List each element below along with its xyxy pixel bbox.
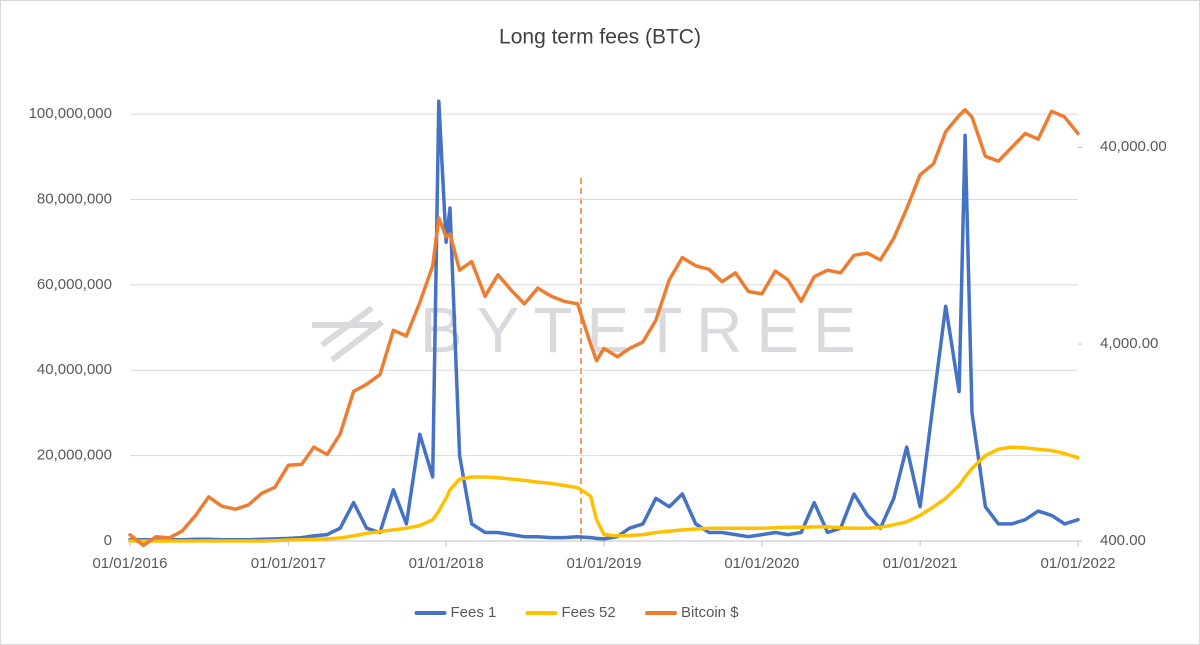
- y-tick-label: 60,000,000: [37, 276, 112, 293]
- watermark-logo: [312, 305, 384, 363]
- y2-tick-label: 4,000.00: [1100, 335, 1158, 352]
- legend-label: Fees 1: [451, 604, 497, 621]
- x-tick-label: 01/01/2019: [566, 555, 641, 572]
- x-tick-label: 01/01/2022: [1040, 555, 1115, 572]
- x-tick-label: 01/01/2020: [724, 555, 799, 572]
- y-tick-label: 20,000,000: [37, 447, 112, 464]
- series-line: [128, 108, 1080, 548]
- y-tick-label: 0: [104, 532, 112, 549]
- legend: Fees 1 Fees 52 Bitcoin $: [414, 604, 739, 621]
- y-tick-label: 100,000,000: [29, 105, 112, 122]
- x-tick-label: 01/01/2021: [883, 555, 958, 572]
- legend-label: Fees 52: [562, 604, 616, 621]
- series-line: [128, 99, 1080, 542]
- watermark: BYTETREE: [420, 294, 870, 366]
- x-tick-label: 01/01/2018: [409, 555, 484, 572]
- series-line: [128, 445, 1080, 543]
- y-tick-label: 40,000,000: [37, 361, 112, 378]
- y2-tick-label: 400.00: [1100, 532, 1146, 549]
- y2-tick-label: 40,000.00: [1100, 138, 1167, 155]
- x-tick-label: 01/01/2016: [92, 555, 167, 572]
- chart-title: Long term fees (BTC): [499, 26, 701, 49]
- x-tick-label: 01/01/2017: [251, 555, 326, 572]
- legend-label: Bitcoin $: [681, 604, 739, 621]
- y-tick-label: 80,000,000: [37, 190, 112, 207]
